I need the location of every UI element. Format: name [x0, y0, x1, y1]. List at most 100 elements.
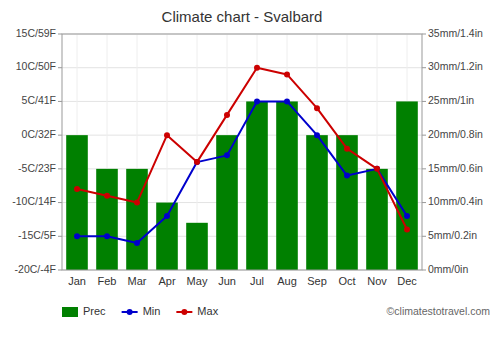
- point: [74, 186, 80, 192]
- tick-label: 10mm/0.4in: [428, 195, 483, 207]
- tick: [58, 34, 62, 35]
- background: [0, 0, 500, 350]
- bar: [66, 135, 88, 270]
- legend-swatch: [62, 307, 78, 317]
- legend-item: Prec: [62, 305, 106, 317]
- tick: [422, 270, 426, 271]
- tick-label: Dec: [397, 275, 417, 287]
- tick-label: 0C/32F: [22, 128, 56, 140]
- point: [104, 233, 110, 239]
- point: [134, 240, 140, 246]
- tick-label: 35mm/1.4in: [428, 27, 483, 39]
- tick-label: Nov: [367, 275, 387, 287]
- x-axis: Jan Feb Mar Apr May Jun Jul Aug Sep Oct Nov Dec: [68, 275, 417, 287]
- annotation: ©climatestotravel.com: [387, 305, 491, 317]
- tick-label: 25mm/1in: [428, 94, 474, 106]
- bar: [306, 135, 328, 270]
- tick-label: May: [187, 275, 208, 287]
- legend-marker: [181, 309, 187, 315]
- point: [224, 112, 230, 118]
- tick: [58, 168, 62, 169]
- point: [374, 166, 380, 172]
- point: [404, 227, 410, 233]
- tick-label: Jul: [250, 275, 264, 287]
- tick-label: 5C/41F: [22, 94, 56, 106]
- tick: [58, 67, 62, 68]
- point: [344, 146, 350, 152]
- bar: [186, 223, 208, 270]
- tick-label: Aug: [277, 275, 297, 287]
- tick-label: 30mm/1.2in: [428, 60, 483, 72]
- bar: [96, 169, 118, 270]
- grid-line-y: [62, 67, 422, 68]
- tick-label: -20C/-4F: [15, 263, 56, 275]
- bar: [216, 135, 238, 270]
- tick-label: Apr: [158, 275, 175, 287]
- point: [134, 200, 140, 206]
- tick-label: Mar: [128, 275, 147, 287]
- tick-label: -15C/5F: [18, 229, 56, 241]
- tick-label: 5mm/0.2in: [428, 229, 477, 241]
- bar: [156, 203, 178, 270]
- tick-label: 0mm/0in: [428, 263, 468, 275]
- y2-axis: 0mm/0in 5mm/0.2in 10mm/0.4in 15mm/0.6in 20mm…: [422, 27, 483, 275]
- bar: [246, 101, 268, 270]
- tick-label: Jun: [218, 275, 236, 287]
- line: [77, 68, 407, 230]
- tick: [422, 67, 426, 68]
- point: [104, 193, 110, 199]
- bar: [276, 101, 298, 270]
- legend-label: Prec: [83, 305, 106, 317]
- tick-label: -10C/14F: [12, 195, 56, 207]
- point: [284, 71, 290, 77]
- point: [314, 105, 320, 111]
- point: [74, 233, 80, 239]
- point: [254, 98, 260, 104]
- point: [194, 159, 200, 165]
- title: Climate chart - Svalbard: [162, 8, 323, 25]
- y-axis: -20C/-4F-15C/5F-10C/14F-5C/23F0C/32F5C/4…: [12, 27, 62, 275]
- tick: [58, 135, 62, 136]
- legend: Prec Min Max: [62, 305, 219, 317]
- tick-label: Feb: [98, 275, 117, 287]
- tick: [58, 236, 62, 237]
- tick: [422, 168, 426, 169]
- tick: [58, 202, 62, 203]
- legend-marker: [127, 309, 133, 315]
- legend-item: Min: [122, 305, 161, 317]
- tick-label: Oct: [338, 275, 355, 287]
- tick-label: Jan: [68, 275, 86, 287]
- point: [344, 173, 350, 179]
- tick-label: 20mm/0.8in: [428, 128, 483, 140]
- tick: [58, 270, 62, 271]
- point: [284, 98, 290, 104]
- chart: -20C/-4F-15C/5F-10C/14F-5C/23F0C/32F5C/4…: [0, 0, 500, 350]
- legend-label: Max: [197, 305, 218, 317]
- tick-label: 10C/50F: [16, 60, 56, 72]
- grid: [62, 34, 422, 270]
- bar: [336, 135, 358, 270]
- tick: [422, 135, 426, 136]
- bar-series: [66, 101, 418, 270]
- tick: [422, 236, 426, 237]
- point: [314, 132, 320, 138]
- line: [77, 101, 407, 243]
- point: [164, 132, 170, 138]
- tick-label: Sep: [307, 275, 327, 287]
- line-series: [74, 98, 410, 246]
- tick-label: 15C/59F: [16, 27, 56, 39]
- tick: [58, 101, 62, 102]
- point: [404, 213, 410, 219]
- plot-marks: [66, 65, 418, 270]
- point: [254, 65, 260, 71]
- legend-item: Max: [176, 305, 218, 317]
- tick: [422, 202, 426, 203]
- plot-frame: [62, 34, 422, 270]
- point: [374, 166, 380, 172]
- tick: [422, 34, 426, 35]
- tick-label: 15mm/0.6in: [428, 162, 483, 174]
- bar: [396, 101, 418, 270]
- grid-line-y: [62, 135, 422, 136]
- line-series: [74, 65, 410, 233]
- point: [224, 152, 230, 158]
